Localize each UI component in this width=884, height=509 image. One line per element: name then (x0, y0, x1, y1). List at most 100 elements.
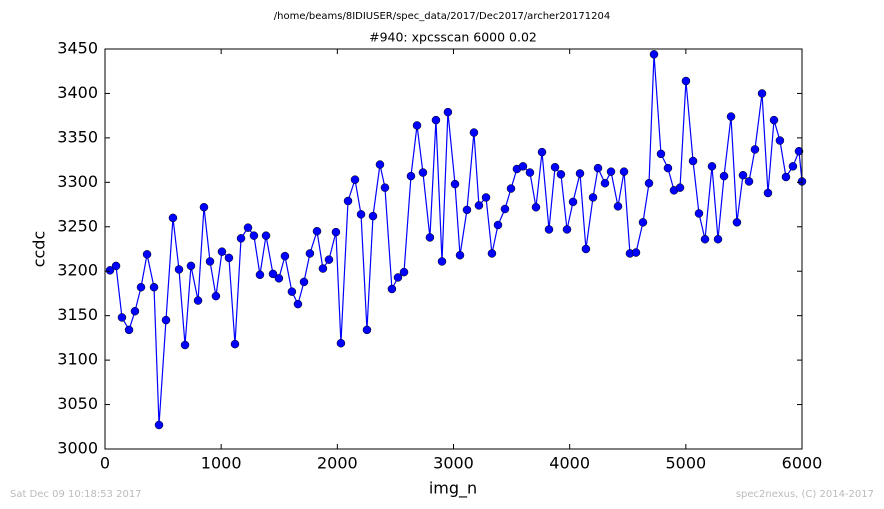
data-point (649, 50, 659, 59)
data-point (450, 179, 460, 189)
data-point (562, 225, 572, 234)
data-point (305, 249, 315, 258)
x-axis-label: img_n (429, 479, 477, 499)
data-point (675, 183, 685, 192)
data-point (613, 202, 623, 211)
data-point (324, 255, 334, 264)
footnote: Sat Dec 09 10:18:53 2017 (10, 489, 142, 500)
data-point (199, 202, 209, 212)
data-point (775, 136, 785, 145)
y-tick-label: 3200 (57, 261, 98, 280)
data-point (299, 277, 309, 287)
data-point (406, 171, 416, 181)
data-point (738, 170, 748, 180)
data-point (600, 178, 610, 188)
data-point (149, 282, 159, 292)
data-point (142, 250, 152, 259)
data-point (493, 220, 503, 230)
data-point (581, 244, 591, 254)
data-point (469, 128, 479, 137)
data-point (287, 287, 297, 296)
data-point (168, 213, 178, 223)
x-tick-label: 0 (100, 454, 110, 473)
data-point (481, 193, 491, 202)
data-point (343, 196, 353, 206)
y-tick-label: 3000 (57, 439, 98, 458)
x-tick-label: 2000 (317, 454, 358, 473)
data-point (105, 266, 115, 275)
data-point (362, 325, 372, 335)
data-point (375, 160, 385, 169)
data-point (713, 234, 723, 244)
y-tick-label: 3450 (57, 39, 98, 58)
data-point (462, 205, 472, 215)
data-point (606, 167, 616, 176)
data-point (431, 115, 441, 125)
data-point (644, 178, 654, 188)
y-axis-label: ccdc (30, 231, 49, 268)
data-point (726, 112, 736, 121)
data-point (393, 273, 403, 282)
data-point (781, 172, 791, 182)
y-tick-label: 3300 (57, 172, 98, 191)
data-point (243, 223, 253, 232)
data-point (719, 171, 729, 181)
data-point (418, 168, 428, 177)
data-point (575, 169, 585, 178)
y-tick-label: 3400 (57, 83, 98, 102)
data-point (487, 249, 497, 258)
data-point (518, 162, 528, 171)
data-point (588, 193, 598, 202)
data-point (161, 315, 171, 325)
data-point (274, 274, 284, 283)
data-point (356, 210, 366, 219)
data-point (293, 299, 303, 309)
data-point (794, 146, 804, 156)
data-point (656, 149, 666, 159)
data-point (217, 247, 227, 256)
data-point (694, 209, 704, 218)
data-line (109, 54, 803, 426)
data-point (788, 162, 798, 171)
data-point (350, 175, 360, 184)
footnote: spec2nexus, (C) 2014-2017 (736, 489, 874, 500)
data-point (688, 156, 698, 166)
data-point (174, 265, 184, 274)
data-point (268, 269, 278, 279)
y-tick-label: 3250 (57, 216, 98, 235)
x-tick-label: 3000 (433, 454, 474, 473)
y-tick-label: 3100 (57, 350, 98, 369)
x-tick-label: 1000 (201, 454, 242, 473)
data-point (531, 202, 541, 212)
data-point (117, 313, 127, 322)
chart-subtitle: #940: xpcsscan 6000 0.02 (369, 30, 537, 45)
data-point (568, 197, 578, 207)
data-point (744, 177, 754, 186)
y-tick-label: 3150 (57, 305, 98, 324)
data-point (750, 145, 760, 154)
data-point (186, 261, 196, 271)
data-point (130, 306, 140, 316)
data-point (255, 270, 265, 280)
data-point (193, 296, 203, 305)
data-point (593, 163, 603, 173)
data-point (631, 248, 641, 257)
data-point (280, 251, 290, 261)
data-point (619, 167, 629, 176)
data-point (331, 227, 341, 237)
data-point (638, 218, 648, 227)
data-point (211, 291, 221, 301)
data-point (544, 225, 554, 234)
data-point (663, 163, 673, 173)
x-tick-label: 4000 (549, 454, 590, 473)
data-point (550, 162, 560, 172)
data-point (312, 226, 322, 236)
data-point (437, 257, 447, 266)
data-point (474, 201, 484, 210)
data-point (769, 115, 779, 125)
x-tick-label: 6000 (782, 454, 823, 473)
data-point (380, 183, 390, 192)
data-point (387, 284, 397, 294)
data-point (399, 267, 409, 277)
